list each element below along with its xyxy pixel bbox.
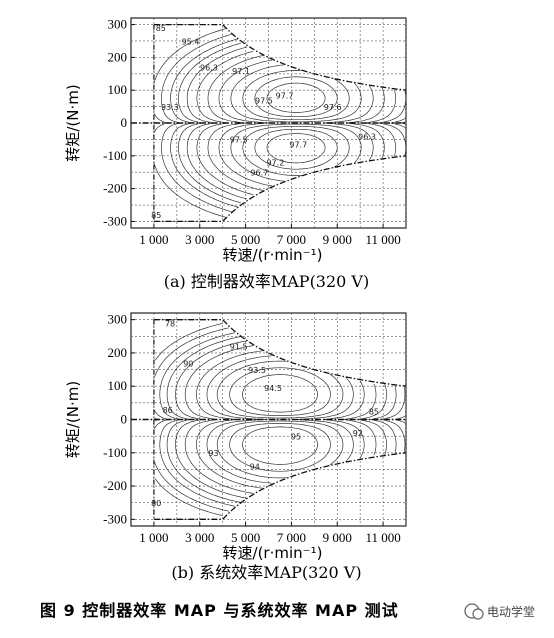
y-tick-label: 0 <box>121 115 128 130</box>
contour-lines <box>153 28 407 218</box>
efficiency-contour <box>170 38 407 208</box>
contour-label: 92 <box>353 429 363 438</box>
watermark-text: 电动学堂 <box>487 604 535 619</box>
x-tick-label: 11 000 <box>365 530 400 545</box>
torque-envelope-upper <box>153 23 407 91</box>
watermark: 电动学堂 <box>464 603 535 620</box>
x-axis-label: 转速/(r·min⁻¹) <box>223 544 323 562</box>
efficiency-contour <box>229 367 331 472</box>
contour-label: 85 <box>151 211 161 220</box>
y-tick-label: -200 <box>103 181 127 196</box>
contour-label: 85 <box>369 408 379 417</box>
efficiency-contour <box>153 28 226 218</box>
x-tick-label: 9 000 <box>323 232 352 247</box>
contour-label: 95 <box>291 432 301 441</box>
contour-label: 93.3 <box>161 103 179 112</box>
panel-caption: (b) 系统效率MAP(320 V) <box>171 563 361 582</box>
x-tick-label: 3 000 <box>185 232 214 247</box>
efficiency-contour <box>242 374 318 465</box>
y-tick-label: -300 <box>103 511 127 526</box>
y-tick-label: 300 <box>108 17 128 32</box>
x-tick-label: 11 000 <box>365 232 400 247</box>
y-tick-label: -300 <box>103 213 127 228</box>
efficiency-contour <box>159 332 406 507</box>
contour-label: 96.3 <box>200 64 218 73</box>
y-tick-label: -100 <box>103 445 127 460</box>
x-tick-label: 1 000 <box>139 232 168 247</box>
contour-label: 78 <box>165 319 175 328</box>
x-tick-label: 9 000 <box>323 530 352 545</box>
contour-lines <box>154 323 407 516</box>
x-tick-label: 7 000 <box>277 530 306 545</box>
contour-label: 91.5 <box>230 343 248 352</box>
x-axis-label: 转速/(r·min⁻¹) <box>223 246 323 264</box>
y-tick-label: 100 <box>108 82 128 97</box>
panel-caption: (a) 控制器效率MAP(320 V) <box>164 272 369 291</box>
efficiency-contour <box>184 345 377 494</box>
efficiency-contour <box>216 360 344 479</box>
contour-label: 86 <box>163 406 173 415</box>
contour-label: 97.6 <box>324 103 342 112</box>
contour-label: 96.3 <box>358 132 376 141</box>
contour-label: 85 <box>156 24 166 33</box>
contour-label: 94.5 <box>264 384 282 393</box>
y-tick-label: -100 <box>103 148 127 163</box>
efficiency-contour <box>254 76 338 170</box>
y-tick-label: 200 <box>108 345 128 360</box>
efficiency-contour <box>186 46 407 200</box>
efficiency-contour <box>166 336 397 503</box>
x-tick-label: 5 000 <box>231 232 260 247</box>
efficiency-contour <box>242 70 350 176</box>
panel-a: 97.7 97.7 97.6 97.5 97.2 97.1 96.3 96.7 95.4 93.3… <box>64 17 407 291</box>
torque-envelope-lower <box>153 155 407 223</box>
wechat-icon-bubble <box>472 608 484 620</box>
y-axis-label: 转矩/(N·m) <box>64 381 82 458</box>
x-tick-label: 5 000 <box>231 530 260 545</box>
contour-label: 97.7 <box>289 141 307 150</box>
contour-label: 90 <box>183 359 193 368</box>
contour-label: 96.7 <box>250 169 268 178</box>
efficiency-contour <box>196 350 365 489</box>
contour-label: 97.5 <box>255 96 273 105</box>
y-tick-label: 100 <box>108 378 128 393</box>
efficiency-contour <box>266 82 326 164</box>
y-tick-label: -200 <box>103 478 127 493</box>
figure-caption: 图 9 控制器效率 MAP 与系统效率 MAP 测试 <box>40 601 399 620</box>
contour-label: 94 <box>250 462 260 471</box>
contour-label: 80 <box>151 499 161 508</box>
y-axis-label: 转矩/(N·m) <box>64 84 82 161</box>
y-tick-label: 200 <box>108 49 128 64</box>
torque-envelope-lower <box>153 452 407 520</box>
contour-label: 93.5 <box>248 366 266 375</box>
efficiency-contour <box>178 42 407 204</box>
y-tick-label: 300 <box>108 312 128 327</box>
x-tick-label: 7 000 <box>277 232 306 247</box>
efficiency-contour <box>230 64 362 182</box>
y-tick-label: 0 <box>121 412 128 427</box>
contour-label: 95.4 <box>182 37 200 46</box>
efficiency-contour <box>154 323 223 516</box>
x-tick-label: 1 000 <box>139 530 168 545</box>
efficiency-contour <box>175 340 387 499</box>
contour-label: 97.5 <box>230 136 248 145</box>
contour-label: 97.1 <box>232 67 250 76</box>
torque-envelope-upper <box>153 319 407 387</box>
contour-label: 93 <box>208 449 218 458</box>
contour-label: 97.2 <box>266 159 284 168</box>
panel-b: 94.5 95 93.5 91.5 94 93 90 78 86 92 85 80 1 000 3 000… <box>64 312 407 582</box>
x-tick-label: 3 000 <box>185 530 214 545</box>
contour-label: 97.7 <box>276 91 294 100</box>
